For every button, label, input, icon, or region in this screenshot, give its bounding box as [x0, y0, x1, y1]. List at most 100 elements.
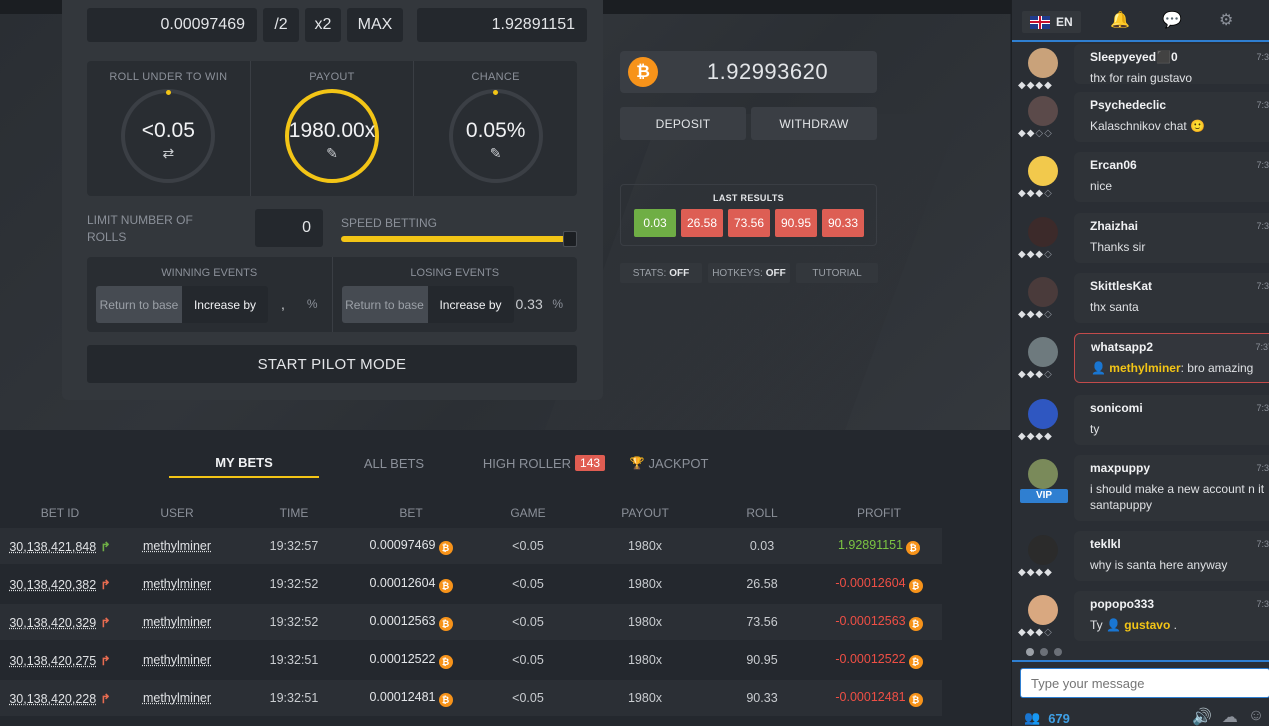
tab-my-bets[interactable]: MY BETS — [169, 448, 319, 478]
max-button[interactable]: MAX — [347, 8, 403, 42]
losing-increase-input[interactable]: 0.33 — [515, 296, 543, 312]
winning-increase-by[interactable]: Increase by — [182, 286, 268, 323]
speed-slider-handle[interactable] — [563, 231, 577, 247]
pager-dot[interactable] — [1026, 648, 1034, 656]
chat-username[interactable]: teklkl — [1090, 537, 1121, 551]
limit-rolls-input[interactable]: 0 — [255, 209, 323, 247]
swap-icon[interactable]: ⇄ — [162, 144, 175, 161]
last-results-list: 0.03 26.58 73.56 90.95 90.33 — [634, 209, 864, 237]
user-link[interactable]: methylminer — [142, 615, 212, 629]
avatar[interactable] — [1028, 459, 1058, 489]
user-link[interactable]: methylminer — [142, 653, 212, 667]
roll-under-label: ROLL UNDER TO WIN — [109, 71, 228, 83]
avatar[interactable] — [1028, 337, 1058, 367]
message-text: why is santa here anyway — [1090, 558, 1228, 572]
win-amount-field[interactable]: 1.92891151 — [417, 8, 587, 42]
avatar[interactable] — [1028, 156, 1058, 186]
stats-label: STATS: — [632, 267, 667, 279]
edit-icon[interactable]: ✎ — [326, 144, 338, 161]
hotkeys-toggle[interactable]: HOTKEYS: OFF — [708, 263, 790, 283]
avatar[interactable] — [1028, 535, 1058, 565]
bet-id-link[interactable]: 30,138,420,382 — [9, 577, 97, 592]
avatar[interactable] — [1028, 277, 1058, 307]
winning-increase-input[interactable]: , — [281, 296, 285, 312]
chat-username[interactable]: Ercan06 — [1090, 158, 1137, 172]
losing-increase-by[interactable]: Increase by — [427, 286, 514, 323]
chat-username[interactable]: Psychedeclic — [1090, 98, 1167, 112]
user-link[interactable]: methylminer — [142, 577, 212, 591]
pager-dot[interactable] — [1054, 648, 1062, 656]
bet-cell: 0.00097469 ₿ — [354, 538, 468, 555]
speed-slider[interactable] — [341, 231, 577, 247]
half-button[interactable]: /2 — [263, 8, 299, 42]
user-link[interactable]: methylminer — [142, 691, 212, 705]
speed-slider-fill — [341, 236, 577, 242]
gear-icon[interactable]: ⚙ — [1219, 12, 1234, 29]
withdraw-button[interactable]: WITHDRAW — [751, 107, 877, 140]
double-button[interactable]: x2 — [305, 8, 341, 42]
tab-high-roller[interactable]: HIGH ROLLER 143 — [469, 448, 619, 478]
payout-dial[interactable]: 1980.00x ✎ — [285, 89, 379, 183]
avatar[interactable] — [1028, 48, 1058, 78]
tutorial-button[interactable]: TUTORIAL — [796, 263, 878, 283]
roll-under-value: <0.05 — [141, 118, 195, 142]
roll-under-dial[interactable]: <0.05 ⇄ — [121, 89, 216, 183]
bet-id-cell[interactable]: 30,138,420,228 ↱ — [0, 691, 120, 706]
profit-cell: -0.00012563 ₿ — [822, 614, 936, 631]
bet-id-cell[interactable]: 30,138,421,848 ↱ — [0, 539, 120, 554]
avatar[interactable] — [1028, 399, 1058, 429]
bell-icon[interactable]: 🔔 — [1110, 12, 1130, 29]
user-mention[interactable]: methylminer — [1109, 361, 1181, 375]
language-selector[interactable]: EN — [1022, 11, 1081, 33]
avatar[interactable] — [1028, 595, 1058, 625]
rank-diamonds-icon: ◆◆◆◇ — [1018, 249, 1053, 260]
deposit-button[interactable]: DEPOSIT — [620, 107, 746, 140]
chat-username[interactable]: whatsapp2 — [1091, 340, 1154, 354]
volume-icon[interactable]: 🔊 — [1192, 709, 1212, 726]
user-cell[interactable]: methylminer — [120, 615, 234, 629]
winning-return-to-base[interactable]: Return to base — [96, 286, 182, 323]
start-pilot-mode-button[interactable]: START PILOT MODE — [87, 345, 577, 383]
bet-id-link[interactable]: 30,138,420,329 — [9, 615, 97, 630]
bets-tabs: MY BETS ALL BETS HIGH ROLLER 143 🏆 JACKP… — [169, 448, 719, 478]
cloud-rain-icon[interactable]: ☁ — [1221, 709, 1238, 726]
user-mention[interactable]: gustavo — [1124, 618, 1171, 632]
user-cell[interactable]: methylminer — [120, 577, 234, 591]
bet-id-link[interactable]: 30,138,420,228 — [9, 691, 97, 706]
user-link[interactable]: methylminer — [142, 539, 212, 553]
chat-message: VIP maxpuppy 7:37 i should make a new accou… — [1012, 455, 1269, 527]
chat-username[interactable]: Zhaizhai — [1090, 219, 1139, 233]
user-cell[interactable]: methylminer — [120, 691, 234, 705]
user-cell[interactable]: methylminer — [120, 539, 234, 553]
avatar[interactable] — [1028, 217, 1058, 247]
pager-dot[interactable] — [1040, 648, 1048, 656]
bet-id-cell[interactable]: 30,138,420,275 ↱ — [0, 653, 120, 668]
avatar[interactable] — [1028, 96, 1058, 126]
rank-diamonds-icon: ◆◆◆◆ — [1018, 80, 1053, 91]
result-chip: 0.03 — [634, 209, 676, 237]
chat-username[interactable]: popopo333 — [1090, 597, 1155, 611]
chat-message-input[interactable] — [1020, 668, 1269, 698]
chance-dial[interactable]: 0.05% ✎ — [448, 89, 543, 183]
loss-arrow-icon: ↱ — [100, 653, 111, 668]
stats-toggle[interactable]: STATS: OFF — [620, 263, 702, 283]
chat-bubbles-icon[interactable]: 💬 — [1162, 12, 1182, 29]
tab-all-bets[interactable]: ALL BETS — [363, 455, 425, 471]
bet-amount-input[interactable]: 0.00097469 — [87, 8, 257, 42]
bitcoin-icon: ₿ — [908, 654, 923, 669]
bet-id-cell[interactable]: 30,138,420,329 ↱ — [0, 615, 120, 630]
losing-return-to-base[interactable]: Return to base — [341, 286, 428, 323]
user-cell[interactable]: methylminer — [120, 653, 234, 667]
bet-id-cell[interactable]: 30,138,420,382 ↱ — [0, 577, 120, 592]
chat-username[interactable]: maxpuppy — [1090, 461, 1151, 475]
edit-icon[interactable]: ✎ — [489, 144, 502, 161]
emoji-icon[interactable]: ☺ — [1247, 707, 1265, 724]
bet-id-link[interactable]: 30,138,420,275 — [9, 653, 97, 668]
bet-id-link[interactable]: 30,138,421,848 — [9, 539, 97, 554]
chat-username[interactable]: SkittlesKat — [1090, 279, 1153, 293]
chat-username[interactable]: sonicomi — [1090, 401, 1143, 415]
table-row: 30,138,420,382 ↱ methylminer 19:32:52 0.0001… — [0, 566, 942, 602]
tab-jackpot[interactable]: 🏆 JACKPOT — [619, 448, 719, 478]
bitcoin-icon: ₿ — [438, 654, 453, 669]
chat-username[interactable]: Sleepyeyed⬛0 — [1090, 50, 1178, 64]
